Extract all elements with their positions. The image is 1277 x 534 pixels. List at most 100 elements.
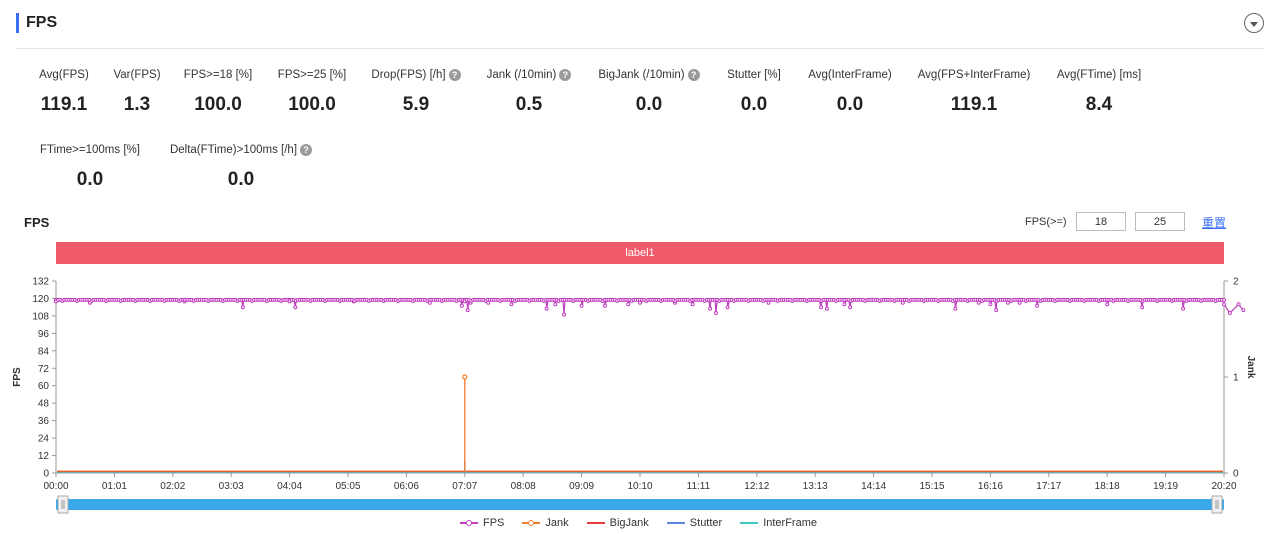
metric-label-text: Avg(FPS) <box>39 69 89 81</box>
fps-point <box>486 300 491 305</box>
fps-point <box>1222 302 1226 307</box>
fps-point <box>819 305 823 310</box>
legend-swatch-icon <box>666 518 685 528</box>
metric-value: 0.0 <box>740 94 768 115</box>
zoom-slider-right-handle[interactable] <box>1211 495 1223 514</box>
metric-label: Stutter [%] <box>674 68 834 82</box>
metric-value: 8.4 <box>1085 94 1113 115</box>
x-tick-label: 10:10 <box>627 481 652 492</box>
x-tick-label: 14:14 <box>861 481 886 492</box>
x-tick-label: 08:08 <box>511 481 536 492</box>
metric-label-text: Avg(FPS+InterFrame) <box>917 69 1031 81</box>
metric-value: 100.0 <box>288 94 336 115</box>
fps-point <box>240 305 245 310</box>
metric-value: 0.0 <box>635 94 663 115</box>
zoom-slider-track[interactable] <box>56 499 1224 510</box>
y-right-tick-label: 2 <box>1233 277 1239 288</box>
legend-label: BigJank <box>609 517 649 529</box>
legend-swatch-icon <box>522 518 541 528</box>
x-tick-label: 19:19 <box>1153 481 1178 492</box>
fps-point <box>544 306 549 311</box>
metric-value: 0.0 <box>76 169 104 190</box>
fps-point <box>465 308 470 313</box>
y-left-tick-label: 36 <box>38 416 50 427</box>
metric-metrics_row1-3: FPS>=25 [%] 100.0 <box>232 68 392 116</box>
legend-item-bigjank[interactable]: BigJank <box>586 517 649 529</box>
fps-point <box>953 306 958 311</box>
fps-point <box>293 305 298 310</box>
metric-metrics_row1-5: Jank (/10min)? 0.5 <box>449 68 609 116</box>
x-tick-label: 16:16 <box>978 481 1003 492</box>
metric-label: Avg(FPS+InterFrame) <box>894 68 1054 82</box>
metric-metrics_row1-8: Avg(InterFrame) 0.0 <box>770 68 930 116</box>
legend-item-interframe[interactable]: InterFrame <box>740 517 817 529</box>
reset-link[interactable]: 重置 <box>1202 216 1227 230</box>
metric-label-text: Stutter [%] <box>727 69 781 81</box>
fps-point <box>1035 303 1040 308</box>
fps-point <box>725 305 730 310</box>
fps-point <box>1241 308 1246 313</box>
help-icon[interactable]: ? <box>300 144 313 156</box>
x-tick-label: 13:13 <box>803 481 828 492</box>
metric-metrics_row1-4: Drop(FPS) [/h]? 5.9 <box>336 68 496 116</box>
y-left-tick-label: 72 <box>38 364 50 375</box>
fps-threshold-1-input[interactable] <box>1076 212 1126 231</box>
fps-point <box>1181 306 1186 311</box>
fps-threshold-2-input[interactable] <box>1135 212 1185 231</box>
x-tick-label: 01:01 <box>102 481 127 492</box>
fps-point <box>562 312 567 317</box>
y-left-tick-label: 132 <box>32 277 49 288</box>
metric-value: 119.1 <box>40 94 88 115</box>
metric-metrics_row2-0: FTime>=100ms [%] 0.0 <box>10 143 170 191</box>
y-left-tick-label: 48 <box>38 399 50 410</box>
fps-point <box>690 302 695 307</box>
y-left-tick-label: 96 <box>38 329 50 340</box>
metric-metrics_row2-1: Delta(FTime)>100ms [/h]? 0.0 <box>161 143 321 191</box>
metric-value: 119.1 <box>950 94 998 115</box>
metric-value: 0.0 <box>836 94 864 115</box>
metric-label-text: FTime>=100ms [%] <box>40 144 140 156</box>
metric-label: Jank (/10min)? <box>449 68 609 82</box>
x-tick-label: 09:09 <box>569 481 594 492</box>
fps-point <box>842 302 847 307</box>
legend-item-fps[interactable]: FPS <box>460 517 504 529</box>
metric-label: FPS>=25 [%] <box>232 68 392 82</box>
legend-label: FPS <box>483 517 505 529</box>
x-tick-label: 02:02 <box>160 481 185 492</box>
help-icon[interactable]: ? <box>687 69 700 81</box>
metric-label-text: FPS>=25 [%] <box>277 69 347 81</box>
metric-label: Avg(InterFrame) <box>770 68 930 82</box>
legend-item-jank[interactable]: Jank <box>522 517 569 529</box>
metric-metrics_row1-6: BigJank (/10min)? 0.0 <box>569 68 729 116</box>
fps-series-line <box>55 298 1244 315</box>
x-tick-label: 17:17 <box>1036 481 1061 492</box>
collapse-toggle-icon[interactable] <box>1244 13 1264 33</box>
zoom-slider-left-handle[interactable] <box>57 495 69 514</box>
y-right-axis-label: Jank <box>1245 356 1256 379</box>
x-tick-label: 06:06 <box>394 481 419 492</box>
fps-point <box>509 302 514 307</box>
help-icon[interactable]: ? <box>448 69 461 81</box>
y-left-tick-label: 24 <box>38 434 50 445</box>
metric-metrics_row1-1: Var(FPS) 1.3 <box>57 68 217 116</box>
metric-value: 1.3 <box>123 94 151 115</box>
metric-label-text: Var(FPS) <box>113 69 161 81</box>
metric-value: 5.9 <box>402 94 430 115</box>
metric-label-text: Drop(FPS) [/h] <box>371 69 446 81</box>
legend-label: Stutter <box>689 517 723 529</box>
fps-point <box>626 302 631 307</box>
chart-legend: FPS Jank BigJank Stutter InterFrame <box>0 517 1277 529</box>
fps-section-header: FPS <box>16 10 1264 49</box>
jank-point[interactable] <box>462 374 468 380</box>
fps-point <box>1222 297 1226 302</box>
chart-title: FPS <box>24 215 50 230</box>
legend-item-stutter[interactable]: Stutter <box>666 517 723 529</box>
legend-swatch-icon <box>586 518 605 528</box>
x-tick-label: 15:15 <box>919 481 944 492</box>
label-band[interactable]: label1 <box>56 242 1224 264</box>
help-icon[interactable]: ? <box>559 69 572 81</box>
metric-label-text: FPS>=18 [%] <box>183 69 253 81</box>
y-right-tick-label: 1 <box>1233 373 1239 384</box>
metric-metrics_row1-9: Avg(FPS+InterFrame) 119.1 <box>894 68 1054 116</box>
